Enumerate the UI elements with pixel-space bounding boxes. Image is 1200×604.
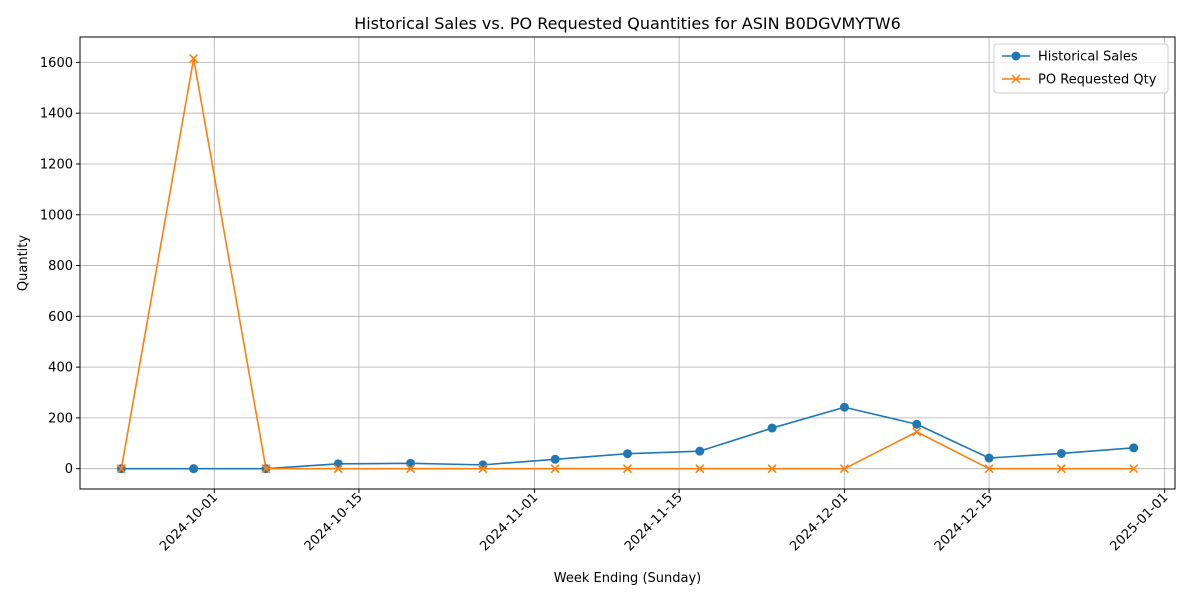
y-tick-label: 200	[48, 411, 73, 426]
data-point-historical-sales	[550, 454, 560, 464]
data-point-historical-sales	[839, 402, 849, 412]
data-point-po-requested-qty	[478, 464, 488, 474]
x-tick-label: 2024-12-15	[932, 490, 996, 554]
data-point-po-requested-qty	[839, 464, 849, 474]
data-point-po-requested-qty	[261, 464, 271, 474]
y-tick-label: 400	[48, 361, 73, 376]
x-tick-label: 2024-10-01	[157, 490, 221, 554]
data-point-historical-sales	[1129, 443, 1139, 453]
data-point-po-requested-qty	[1129, 464, 1139, 474]
data-point-po-requested-qty	[984, 464, 994, 474]
series-line-po-requested-qty	[120, 57, 1134, 470]
y-axis-label: Quantity	[16, 235, 31, 291]
legend-marker-historical-sales	[1011, 51, 1021, 61]
data-point-historical-sales	[984, 453, 994, 463]
plot-area-frame	[79, 36, 1176, 490]
chart-title: Historical Sales vs. PO Requested Quanti…	[354, 14, 901, 33]
data-point-po-requested-qty	[406, 464, 416, 474]
data-point-historical-sales	[623, 449, 632, 459]
data-point-historical-sales	[1056, 448, 1066, 458]
x-tick-label: 2025-01-01	[1107, 490, 1171, 554]
x-tick-label: 2024-11-01	[477, 490, 541, 554]
data-point-po-requested-qty	[116, 464, 126, 474]
x-tick-label: 2024-12-01	[787, 490, 851, 554]
series-line-historical-sales	[121, 406, 1134, 470]
data-point-historical-sales	[912, 419, 922, 429]
ticks-layer: 0 200 400 600 800 1000 1200 1400 1600 2024-10-01 2…	[40, 56, 1172, 554]
data-point-po-requested-qty	[333, 464, 343, 474]
data-point-po-requested-qty	[695, 464, 705, 474]
grid-layer	[80, 37, 1175, 489]
legend: Historical Sales PO Requested Qty	[993, 43, 1169, 94]
y-tick-label: 800	[48, 259, 73, 274]
y-tick-label: 0	[65, 462, 73, 477]
legend-frame	[993, 43, 1169, 94]
y-tick-label: 1200	[40, 157, 73, 172]
data-point-historical-sales	[695, 446, 705, 456]
legend-label-historical-sales: Historical Sales	[1038, 50, 1138, 65]
data-point-po-requested-qty	[912, 427, 922, 437]
data-point-po-requested-qty	[767, 464, 777, 474]
data-point-po-requested-qty	[189, 54, 199, 64]
legend-label-po-requested-qty: PO Requested Qty	[1038, 73, 1157, 88]
data-point-historical-sales	[189, 464, 199, 474]
data-point-po-requested-qty	[622, 464, 633, 474]
x-axis-label: Week Ending (Sunday)	[554, 571, 701, 586]
series-layer	[116, 54, 1139, 474]
y-tick-label: 600	[48, 310, 73, 325]
x-tick-label: 2024-10-15	[302, 490, 366, 554]
x-tick-label: 2024-11-15	[622, 490, 686, 554]
legend-marker-po-requested-qty	[1011, 74, 1021, 84]
data-point-po-requested-qty	[1056, 464, 1066, 474]
y-tick-label: 1400	[40, 107, 73, 122]
data-point-historical-sales	[333, 459, 343, 469]
y-tick-label: 1000	[40, 208, 73, 223]
y-tick-label: 1600	[40, 56, 73, 71]
data-point-historical-sales	[767, 423, 777, 433]
data-point-po-requested-qty	[550, 464, 560, 474]
